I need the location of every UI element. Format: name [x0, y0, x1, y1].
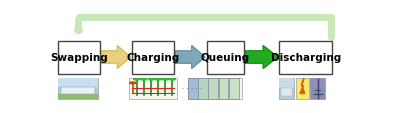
FancyBboxPatch shape: [198, 78, 208, 99]
Circle shape: [134, 79, 139, 80]
FancyBboxPatch shape: [132, 41, 174, 74]
Polygon shape: [300, 79, 305, 94]
FancyBboxPatch shape: [279, 78, 294, 88]
Text: Swapping: Swapping: [50, 53, 108, 63]
Circle shape: [170, 79, 175, 80]
FancyBboxPatch shape: [58, 41, 100, 74]
FancyBboxPatch shape: [58, 78, 98, 87]
Text: · · · · ·: · · · · ·: [182, 85, 203, 91]
Circle shape: [163, 79, 168, 80]
Polygon shape: [101, 46, 131, 69]
Text: Charging: Charging: [126, 53, 180, 63]
FancyBboxPatch shape: [279, 41, 332, 74]
FancyBboxPatch shape: [208, 78, 218, 99]
FancyBboxPatch shape: [310, 78, 325, 87]
Text: Discharging: Discharging: [271, 53, 341, 63]
FancyBboxPatch shape: [129, 78, 177, 99]
FancyBboxPatch shape: [61, 87, 95, 95]
FancyBboxPatch shape: [206, 41, 244, 74]
Text: Queuing: Queuing: [200, 53, 250, 63]
FancyBboxPatch shape: [188, 78, 198, 99]
FancyBboxPatch shape: [310, 78, 325, 99]
FancyBboxPatch shape: [229, 78, 238, 99]
FancyBboxPatch shape: [281, 88, 292, 96]
FancyBboxPatch shape: [188, 78, 242, 99]
FancyBboxPatch shape: [58, 95, 98, 99]
FancyBboxPatch shape: [279, 78, 294, 99]
Polygon shape: [176, 46, 205, 69]
Circle shape: [156, 79, 161, 80]
Circle shape: [148, 79, 154, 80]
Circle shape: [130, 82, 136, 84]
Polygon shape: [245, 46, 278, 69]
Circle shape: [142, 79, 146, 80]
FancyBboxPatch shape: [296, 78, 309, 99]
FancyBboxPatch shape: [58, 78, 98, 99]
FancyBboxPatch shape: [219, 78, 228, 99]
